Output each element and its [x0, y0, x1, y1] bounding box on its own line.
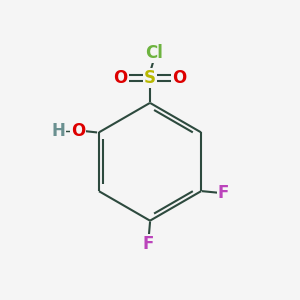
Text: F: F: [143, 235, 154, 253]
Text: S: S: [144, 69, 156, 87]
Text: O: O: [172, 69, 187, 87]
Text: H: H: [52, 122, 66, 140]
Text: O: O: [113, 69, 128, 87]
Text: F: F: [218, 184, 229, 202]
Text: O: O: [71, 122, 85, 140]
Text: Cl: Cl: [146, 44, 164, 62]
